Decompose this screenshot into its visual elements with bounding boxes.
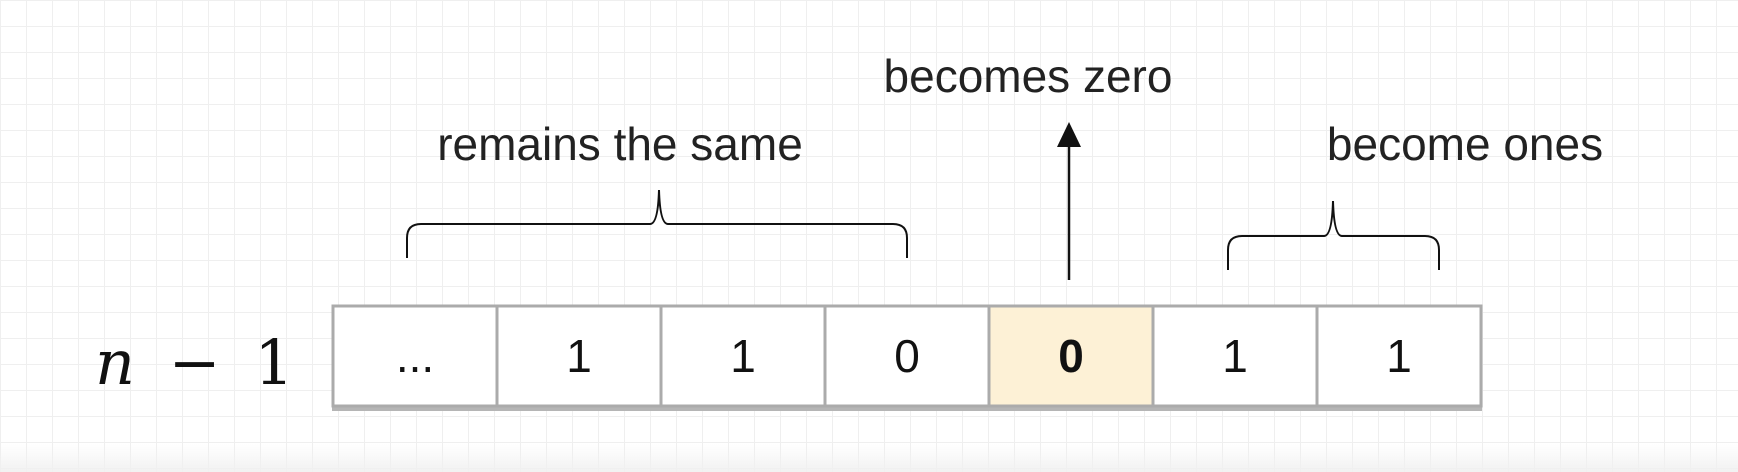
cells-shadow [332, 405, 1482, 411]
bit-cell-value: 0 [894, 330, 920, 382]
bit-cell-value: 1 [730, 330, 756, 382]
bit-cell-value: 1 [1222, 330, 1248, 382]
bit-cells: ... 1 1 0 0 1 1 [331, 304, 1483, 411]
bit-cell [823, 304, 991, 408]
left-brace [406, 189, 908, 258]
bit-cell-highlighted [987, 304, 1155, 408]
row-label-variable: n [95, 326, 135, 399]
row-label-constant: 1 [254, 326, 293, 399]
bit-cell [1151, 304, 1319, 408]
bit-cell [495, 304, 663, 408]
bit-cell-value: 1 [1386, 330, 1412, 382]
arrow-up-icon [1057, 122, 1081, 147]
remains-same-label: remains the same [437, 118, 803, 170]
bit-cell-value: ... [396, 330, 434, 382]
bottom-fade [0, 444, 1738, 472]
bit-cell [331, 304, 499, 408]
bit-cell [1315, 304, 1483, 408]
row-label: n − 1 [95, 326, 294, 399]
become-ones-label: become ones [1327, 118, 1603, 170]
bit-cell-value: 0 [1058, 330, 1084, 382]
bit-cell-value: 1 [566, 330, 592, 382]
right-brace [1227, 200, 1440, 270]
row-label-operator: − [169, 326, 221, 399]
becomes-zero-label: becomes zero [884, 50, 1173, 102]
